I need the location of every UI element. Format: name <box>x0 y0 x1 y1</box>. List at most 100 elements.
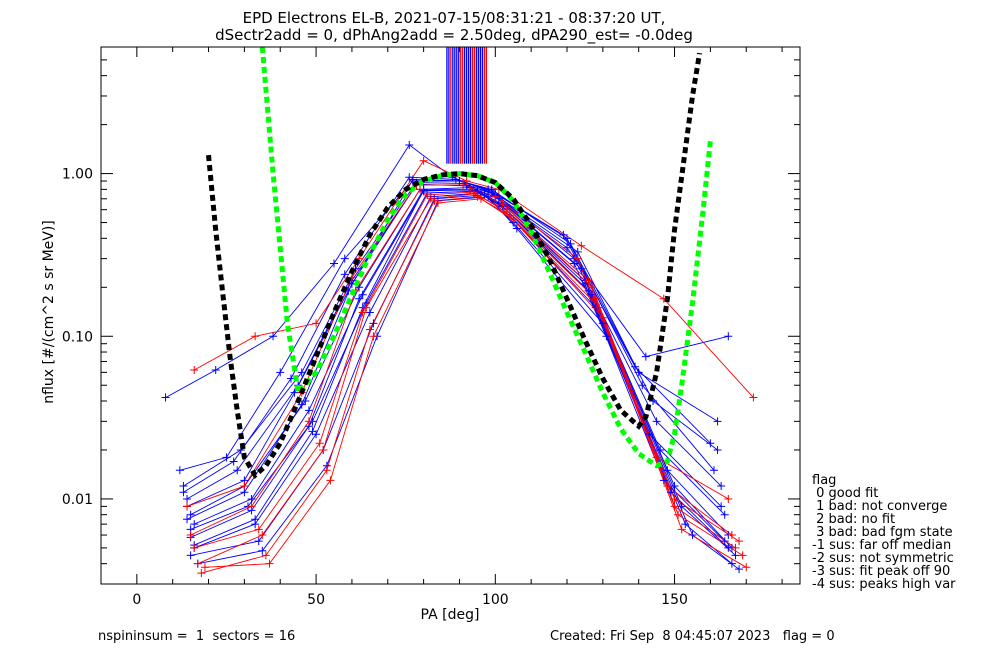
data-point-marker <box>634 368 643 377</box>
data-point-marker <box>641 352 650 361</box>
data-point-marker <box>301 396 310 405</box>
data-point-marker <box>355 283 364 292</box>
data-point-marker <box>340 270 349 279</box>
data-point-marker <box>304 406 313 415</box>
legend-item: -4 sus: peaks high var <box>812 577 956 592</box>
data-point-marker <box>563 243 571 252</box>
data-point-marker <box>462 177 471 186</box>
data-point-marker <box>663 482 672 491</box>
data-point-marker <box>326 476 335 485</box>
x-axis-ticks: 0 50 100 150 <box>132 47 783 608</box>
data-point-marker <box>369 332 378 341</box>
data-point-marker <box>731 543 740 552</box>
data-point-marker <box>247 502 256 511</box>
data-point-marker <box>666 488 675 497</box>
data-point-marker <box>688 531 697 540</box>
data-point-marker <box>200 563 209 572</box>
data-point-marker <box>598 313 607 322</box>
data-point-marker <box>355 294 364 303</box>
data-point-marker <box>631 362 640 371</box>
data-point-marker <box>638 381 647 390</box>
measured-curve <box>183 182 718 487</box>
data-point-marker <box>484 192 493 201</box>
data-point-marker <box>426 194 435 203</box>
data-point-marker <box>566 239 575 248</box>
data-point-marker <box>724 494 733 503</box>
data-curves <box>165 144 754 574</box>
data-point-marker <box>322 466 331 475</box>
data-point-marker <box>186 531 195 540</box>
data-point-marker <box>261 551 270 560</box>
data-point-marker <box>193 559 202 568</box>
data-point-marker <box>183 515 192 524</box>
data-point-marker <box>663 466 672 475</box>
data-point-marker <box>588 290 597 299</box>
data-point-marker <box>455 177 464 186</box>
data-point-marker <box>365 325 374 334</box>
data-point-marker <box>186 510 195 519</box>
data-point-marker <box>563 234 571 243</box>
data-point-marker <box>297 400 306 409</box>
data-point-marker <box>365 308 374 317</box>
y-tick-label: 1.00 <box>62 167 93 183</box>
chart-title-line2: dSectr2add = 0, dPhAng2add = 2.50deg, dP… <box>215 26 693 45</box>
fit-curves <box>206 47 713 480</box>
data-point-marker <box>577 241 586 250</box>
legend-item: 0 good fit <box>812 486 878 501</box>
data-point-marker <box>677 502 686 511</box>
data-point-marker <box>258 546 267 555</box>
data-point-marker <box>584 286 593 295</box>
measured-curve <box>194 192 736 556</box>
data-point-marker <box>451 175 460 184</box>
legend-item: -3 sus: fit peak off 90 <box>812 564 950 579</box>
measured-curve <box>193 160 754 398</box>
data-point-marker <box>190 520 199 529</box>
data-point-marker <box>713 417 722 426</box>
data-point-marker <box>315 439 324 448</box>
data-point-marker <box>340 254 349 263</box>
x-tick-label: 150 <box>661 592 688 608</box>
data-point-marker <box>258 531 267 540</box>
measured-curve <box>165 144 729 398</box>
data-point-marker <box>247 494 256 503</box>
data-point-marker <box>670 502 679 511</box>
footer-left-info: nspininsum = 1 sectors = 16 <box>98 629 295 644</box>
data-point-marker <box>731 551 740 560</box>
data-point-marker <box>308 427 317 436</box>
measured-curve <box>194 191 736 549</box>
data-point-marker <box>319 445 328 454</box>
data-point-marker <box>362 303 371 312</box>
measured-curve <box>186 179 715 507</box>
legend-item: 2 bad: no fit <box>812 512 895 527</box>
data-point-marker <box>480 190 489 199</box>
measured-curve <box>186 184 729 507</box>
data-point-marker <box>304 417 313 426</box>
data-point-marker <box>602 332 611 341</box>
data-point-marker <box>190 543 199 552</box>
data-point-marker <box>559 230 568 239</box>
data-point-marker <box>720 510 729 519</box>
data-point-marker <box>229 457 238 466</box>
data-point-marker <box>254 537 263 546</box>
data-point-marker <box>433 198 442 207</box>
data-point-marker <box>254 525 263 534</box>
data-point-marker <box>358 308 367 317</box>
data-point-marker <box>659 476 668 485</box>
data-point-marker <box>405 173 414 182</box>
data-point-marker <box>473 192 482 201</box>
y-tick-label: 0.01 <box>62 492 93 508</box>
data-point-marker <box>670 482 679 491</box>
data-point-marker <box>186 551 195 560</box>
measured-curve <box>190 188 726 542</box>
measured-curve <box>190 188 733 536</box>
data-point-marker <box>670 494 679 503</box>
data-point-marker <box>709 466 718 475</box>
data-point-marker <box>652 417 661 426</box>
data-point-marker <box>749 393 758 402</box>
data-point-marker <box>584 276 593 285</box>
measured-curve <box>194 188 729 536</box>
data-point-marker <box>573 247 582 256</box>
measured-curve <box>190 187 726 516</box>
legend-title: flag <box>812 473 836 488</box>
data-point-marker <box>727 531 736 540</box>
